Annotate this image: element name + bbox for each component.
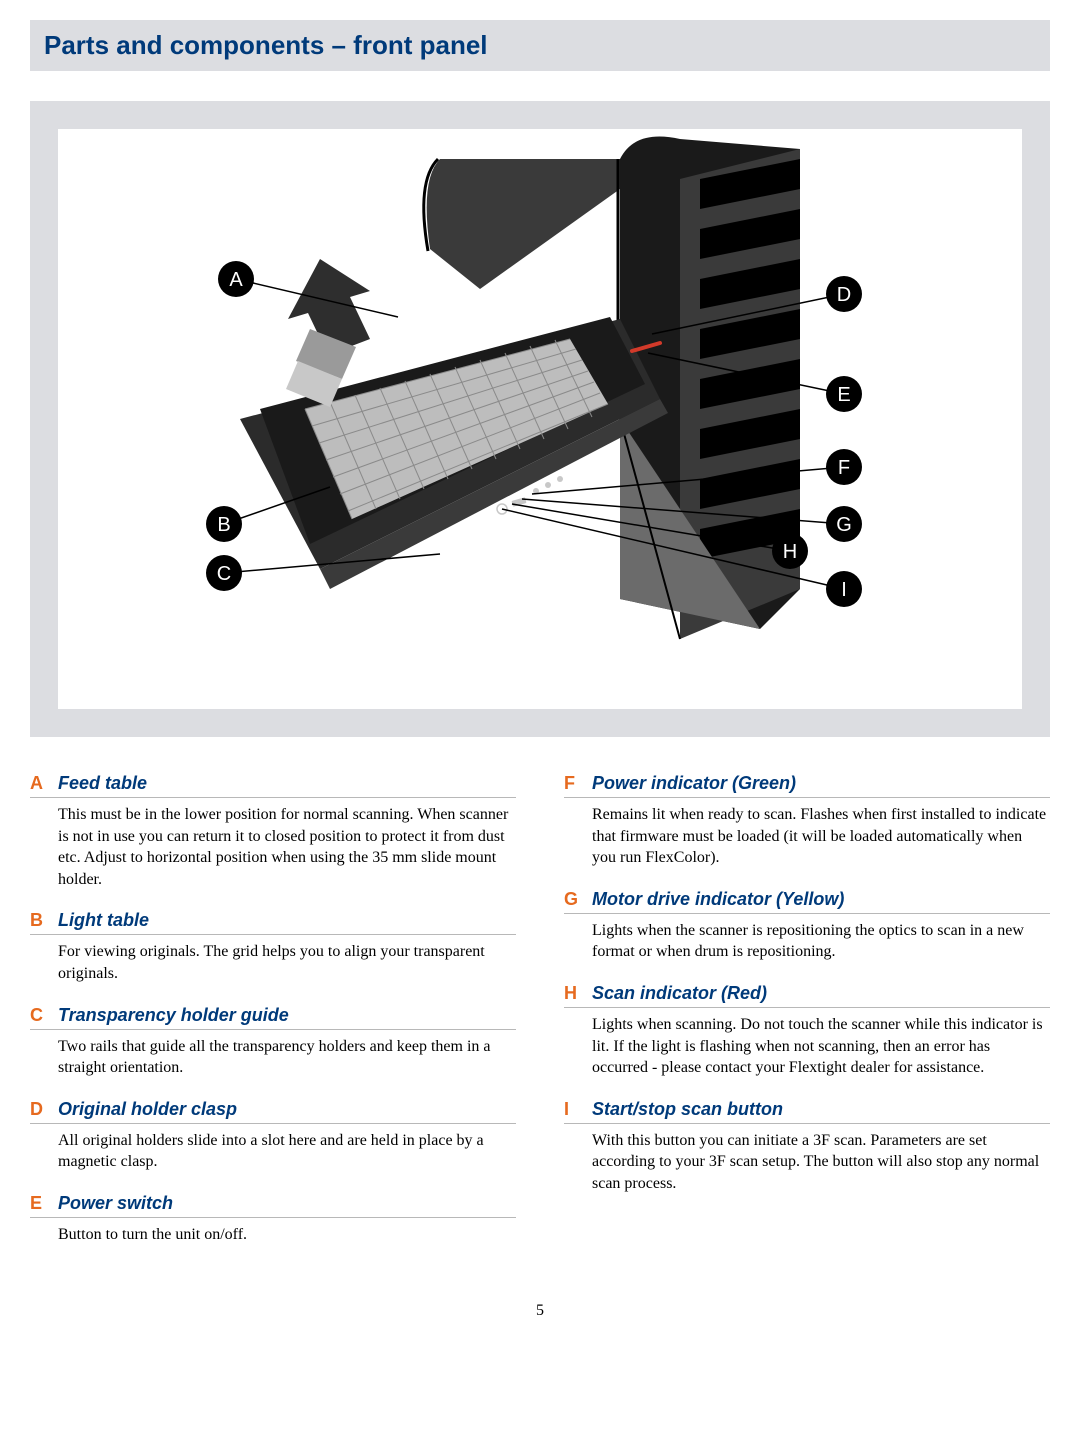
definition-title: Power indicator (Green) [592, 773, 796, 794]
definitions-columns: AFeed table This must be in the lower pos… [30, 773, 1050, 1266]
definitions-right-column: FPower indicator (Green) Remains lit when… [564, 773, 1050, 1266]
callout-letter: D [837, 284, 851, 306]
page-number: 5 [30, 1302, 1050, 1320]
definition-item: BLight table For viewing originals. The g… [30, 910, 516, 984]
callout-letter: C [217, 563, 231, 585]
callout-letter: A [229, 269, 243, 291]
callout-letter: F [838, 457, 850, 479]
definition-letter: I [564, 1099, 592, 1120]
definition-heading: BLight table [30, 910, 516, 935]
definition-title: Feed table [58, 773, 147, 794]
definition-item: GMotor drive indicator (Yellow) Lights wh… [564, 889, 1050, 963]
definition-letter: C [30, 1005, 58, 1026]
definition-item: EPower switch Button to turn the unit on/… [30, 1193, 516, 1246]
definition-letter: G [564, 889, 592, 910]
definition-description: Remains lit when ready to scan. Flashes … [564, 804, 1050, 869]
definition-heading: GMotor drive indicator (Yellow) [564, 889, 1050, 914]
definition-heading: EPower switch [30, 1193, 516, 1218]
figure-frame: A B C D E F G H I [30, 101, 1050, 737]
definition-letter: B [30, 910, 58, 931]
definition-item: AFeed table This must be in the lower pos… [30, 773, 516, 890]
definition-letter: A [30, 773, 58, 794]
definition-heading: FPower indicator (Green) [564, 773, 1050, 798]
definition-title: Original holder clasp [58, 1099, 237, 1120]
definition-title: Motor drive indicator (Yellow) [592, 889, 844, 910]
definition-letter: H [564, 983, 592, 1004]
definition-title: Scan indicator (Red) [592, 983, 767, 1004]
callout-letter: H [783, 541, 797, 563]
definition-item: IStart/stop scan button With this button … [564, 1099, 1050, 1195]
definition-title: Light table [58, 910, 149, 931]
definition-heading: IStart/stop scan button [564, 1099, 1050, 1124]
definition-item: DOriginal holder clasp All original holde… [30, 1099, 516, 1173]
definition-letter: F [564, 773, 592, 794]
callout-letter: G [836, 514, 852, 536]
definition-item: HScan indicator (Red) Lights when scannin… [564, 983, 1050, 1079]
definition-heading: CTransparency holder guide [30, 1005, 516, 1030]
page-title: Parts and components – front panel [44, 30, 1036, 61]
definition-title: Start/stop scan button [592, 1099, 783, 1120]
title-bar: Parts and components – front panel [30, 20, 1050, 71]
callout-letter: B [217, 514, 230, 536]
definition-heading: HScan indicator (Red) [564, 983, 1050, 1008]
definition-description: With this button you can initiate a 3F s… [564, 1130, 1050, 1195]
definition-item: FPower indicator (Green) Remains lit when… [564, 773, 1050, 869]
definition-description: Lights when the scanner is repositioning… [564, 920, 1050, 963]
definition-letter: D [30, 1099, 58, 1120]
definition-heading: AFeed table [30, 773, 516, 798]
definition-description: Lights when scanning. Do not touch the s… [564, 1014, 1050, 1079]
callout-letter: E [837, 384, 850, 406]
definition-item: CTransparency holder guide Two rails that… [30, 1005, 516, 1079]
front-panel-diagram: A B C D E F G H I [58, 129, 1022, 709]
definition-letter: E [30, 1193, 58, 1214]
definitions-left-column: AFeed table This must be in the lower pos… [30, 773, 516, 1266]
definition-description: Button to turn the unit on/off. [30, 1224, 516, 1246]
definition-description: This must be in the lower position for n… [30, 804, 516, 890]
definition-description: For viewing originals. The grid helps yo… [30, 941, 516, 984]
manual-page: Parts and components – front panel [0, 0, 1080, 1360]
definition-heading: DOriginal holder clasp [30, 1099, 516, 1124]
definition-title: Power switch [58, 1193, 173, 1214]
definition-description: Two rails that guide all the transparenc… [30, 1036, 516, 1079]
definition-description: All original holders slide into a slot h… [30, 1130, 516, 1173]
callout-letter: I [841, 579, 847, 601]
definition-title: Transparency holder guide [58, 1005, 289, 1026]
